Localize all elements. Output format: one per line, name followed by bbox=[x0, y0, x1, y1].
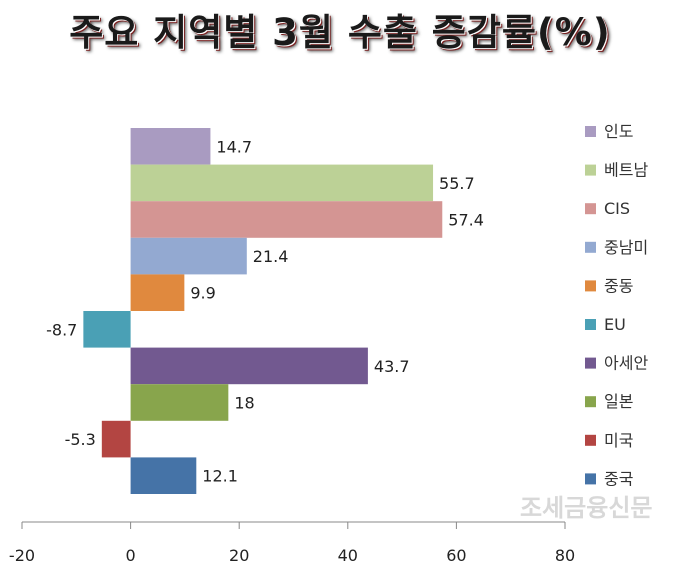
legend-swatch-8 bbox=[585, 434, 596, 446]
legend-swatch-6 bbox=[585, 357, 596, 369]
watermark: 조세금융신문 bbox=[520, 494, 653, 522]
legend-label-8: 미국 bbox=[604, 431, 633, 450]
bar-0 bbox=[130, 128, 211, 165]
data-label-0: 14.7 bbox=[216, 137, 252, 156]
legend-label-7: 일본 bbox=[604, 392, 633, 411]
bar-1 bbox=[130, 164, 434, 202]
legend-swatch-5 bbox=[585, 319, 596, 330]
data-label-2: 57.4 bbox=[448, 211, 484, 230]
bar-2 bbox=[130, 201, 443, 238]
x-tick-label-5: 80 bbox=[555, 546, 575, 565]
bar-5 bbox=[83, 311, 131, 348]
legend-swatch-1 bbox=[585, 164, 596, 176]
legend-swatch-2 bbox=[585, 203, 596, 215]
legend-label-0: 인도 bbox=[604, 122, 633, 141]
data-label-6: 43.7 bbox=[374, 357, 410, 376]
bar-8 bbox=[101, 420, 131, 458]
bar-4 bbox=[130, 274, 185, 311]
bar-9 bbox=[130, 457, 197, 494]
legend-label-1: 베트남 bbox=[604, 161, 648, 180]
x-tick-label-0: -20 bbox=[9, 546, 35, 565]
data-label-9: 12.1 bbox=[202, 467, 238, 486]
legend-label-6: 아세안 bbox=[604, 354, 648, 373]
x-tick-label-4: 60 bbox=[446, 546, 466, 565]
data-label-3: 21.4 bbox=[253, 247, 289, 266]
data-label-5: -8.7 bbox=[46, 320, 77, 339]
chart-title: 주요 지역별 3월 수출 증감률(%) bbox=[69, 11, 611, 54]
data-label-8: -5.3 bbox=[65, 430, 96, 449]
x-tick-label-1: 0 bbox=[126, 546, 136, 565]
bar-6 bbox=[130, 347, 368, 385]
x-tick-label-3: 40 bbox=[338, 546, 358, 565]
legend-swatch-0 bbox=[585, 126, 596, 137]
legend-label-4: 중동 bbox=[604, 276, 633, 295]
data-label-1: 55.7 bbox=[439, 174, 475, 193]
legend-swatch-4 bbox=[585, 280, 596, 292]
data-label-4: 9.9 bbox=[190, 284, 215, 303]
bar-7 bbox=[130, 384, 229, 421]
legend-label-2: CIS bbox=[604, 199, 630, 218]
legend-label-5: EU bbox=[604, 315, 626, 334]
data-label-7: 18 bbox=[234, 394, 254, 413]
legend-swatch-9 bbox=[585, 473, 596, 485]
bar-3 bbox=[130, 237, 247, 275]
legend-label-9: 중국 bbox=[604, 469, 633, 488]
x-tick-label-2: 20 bbox=[229, 546, 249, 565]
legend-label-3: 중남미 bbox=[604, 238, 648, 257]
legend-swatch-3 bbox=[585, 241, 596, 253]
legend-swatch-7 bbox=[585, 396, 596, 408]
